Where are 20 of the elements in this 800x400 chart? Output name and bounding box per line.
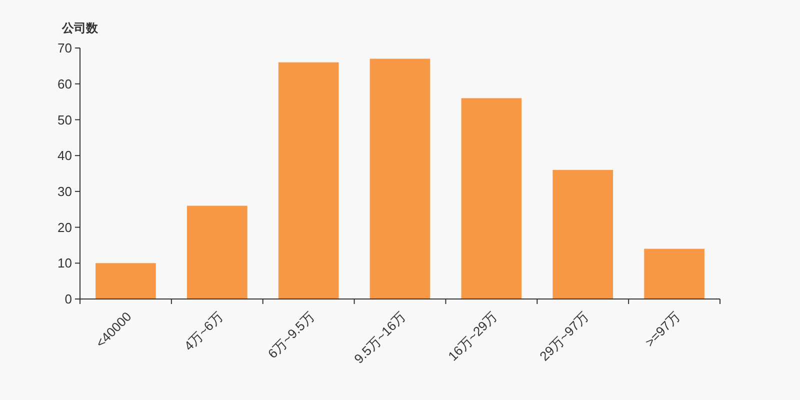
y-tick-label: 10 [58, 256, 72, 271]
bar [370, 58, 430, 299]
bar [96, 263, 156, 299]
y-tick-label: 60 [58, 76, 72, 92]
y-axis-title: 公司数 [61, 21, 99, 35]
bar [461, 98, 522, 299]
x-tick-label: 16万~29万 [445, 308, 500, 364]
y-tick-label: 30 [58, 184, 72, 199]
y-tick-label: 40 [58, 148, 72, 164]
bar [552, 170, 614, 299]
y-tick-label: 50 [58, 112, 72, 128]
y-tick-label: 70 [58, 40, 72, 56]
bar [186, 206, 248, 299]
bar [278, 62, 339, 299]
x-tick-label: 9.5万~16万 [351, 308, 409, 366]
x-tick-label: 4万~6万 [181, 308, 226, 354]
x-tick-label: 29万~97万 [536, 308, 592, 364]
bar [644, 248, 704, 299]
y-tick-label: 0 [64, 292, 72, 307]
y-tick-label: 20 [58, 220, 72, 235]
